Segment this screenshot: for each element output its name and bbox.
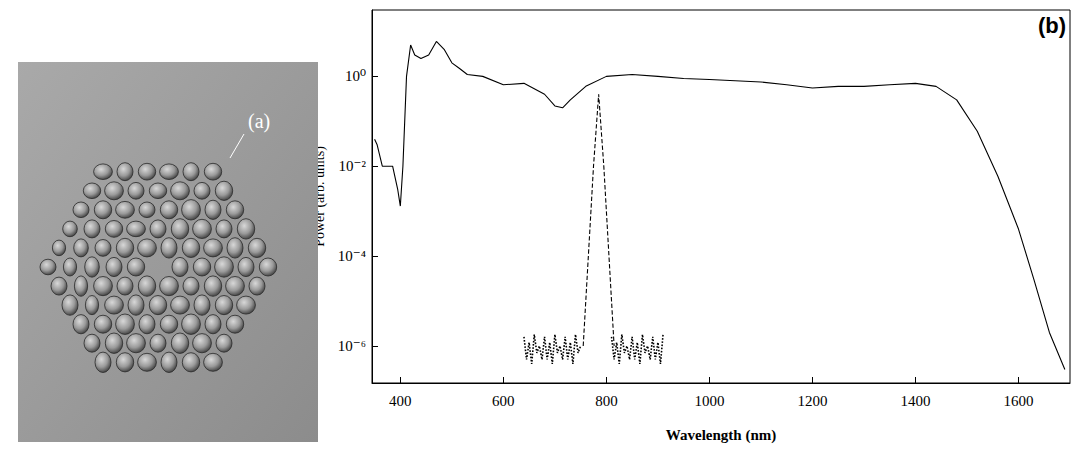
svg-text:1200: 1200 bbox=[797, 393, 827, 409]
svg-text:1600: 1600 bbox=[1003, 393, 1033, 409]
svg-text:400: 400 bbox=[389, 393, 412, 409]
svg-text:10⁻²: 10⁻² bbox=[339, 158, 367, 174]
svg-text:(a): (a) bbox=[248, 110, 270, 133]
svg-text:800: 800 bbox=[595, 393, 618, 409]
svg-text:Wavelength (nm): Wavelength (nm) bbox=[666, 427, 776, 444]
svg-text:10⁻⁴: 10⁻⁴ bbox=[338, 248, 366, 264]
svg-text:1400: 1400 bbox=[900, 393, 930, 409]
svg-text:1000: 1000 bbox=[694, 393, 724, 409]
svg-text:Power (arb. units): Power (arb. units) bbox=[312, 146, 328, 247]
svg-text:10⁻⁶: 10⁻⁶ bbox=[338, 338, 366, 354]
svg-text:600: 600 bbox=[492, 393, 515, 409]
svg-text:10⁰: 10⁰ bbox=[345, 68, 366, 84]
svg-text:(b): (b) bbox=[1038, 13, 1066, 38]
